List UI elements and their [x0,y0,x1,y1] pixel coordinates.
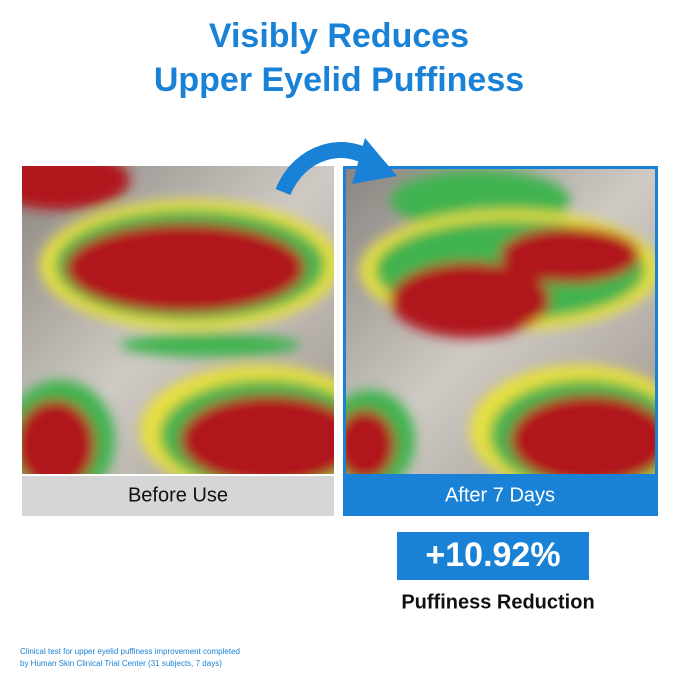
footnote: by Human Skin Clinical Trial Center (31 … [20,659,222,668]
panel-label: Before Use [128,484,228,506]
panel-label: After 7 Days [445,484,555,506]
title-line: Visibly Reduces [209,17,469,55]
before-heatmap [22,166,334,474]
after-heatmap [346,169,655,474]
arrow-head [352,138,397,184]
title-line: Upper Eyelid Puffiness [154,61,524,99]
label-bar [22,476,334,516]
stat: +10.92% [425,536,560,574]
stat-caption: Puffiness Reduction [401,591,594,613]
footnote: Clinical test for upper eyelid puffiness… [20,647,240,656]
stat-box [397,532,589,580]
